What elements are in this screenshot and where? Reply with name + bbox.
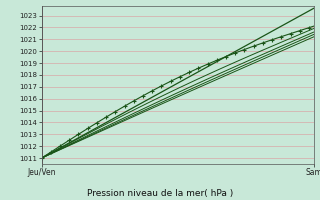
Text: Pression niveau de la mer( hPa ): Pression niveau de la mer( hPa ) [87,189,233,198]
